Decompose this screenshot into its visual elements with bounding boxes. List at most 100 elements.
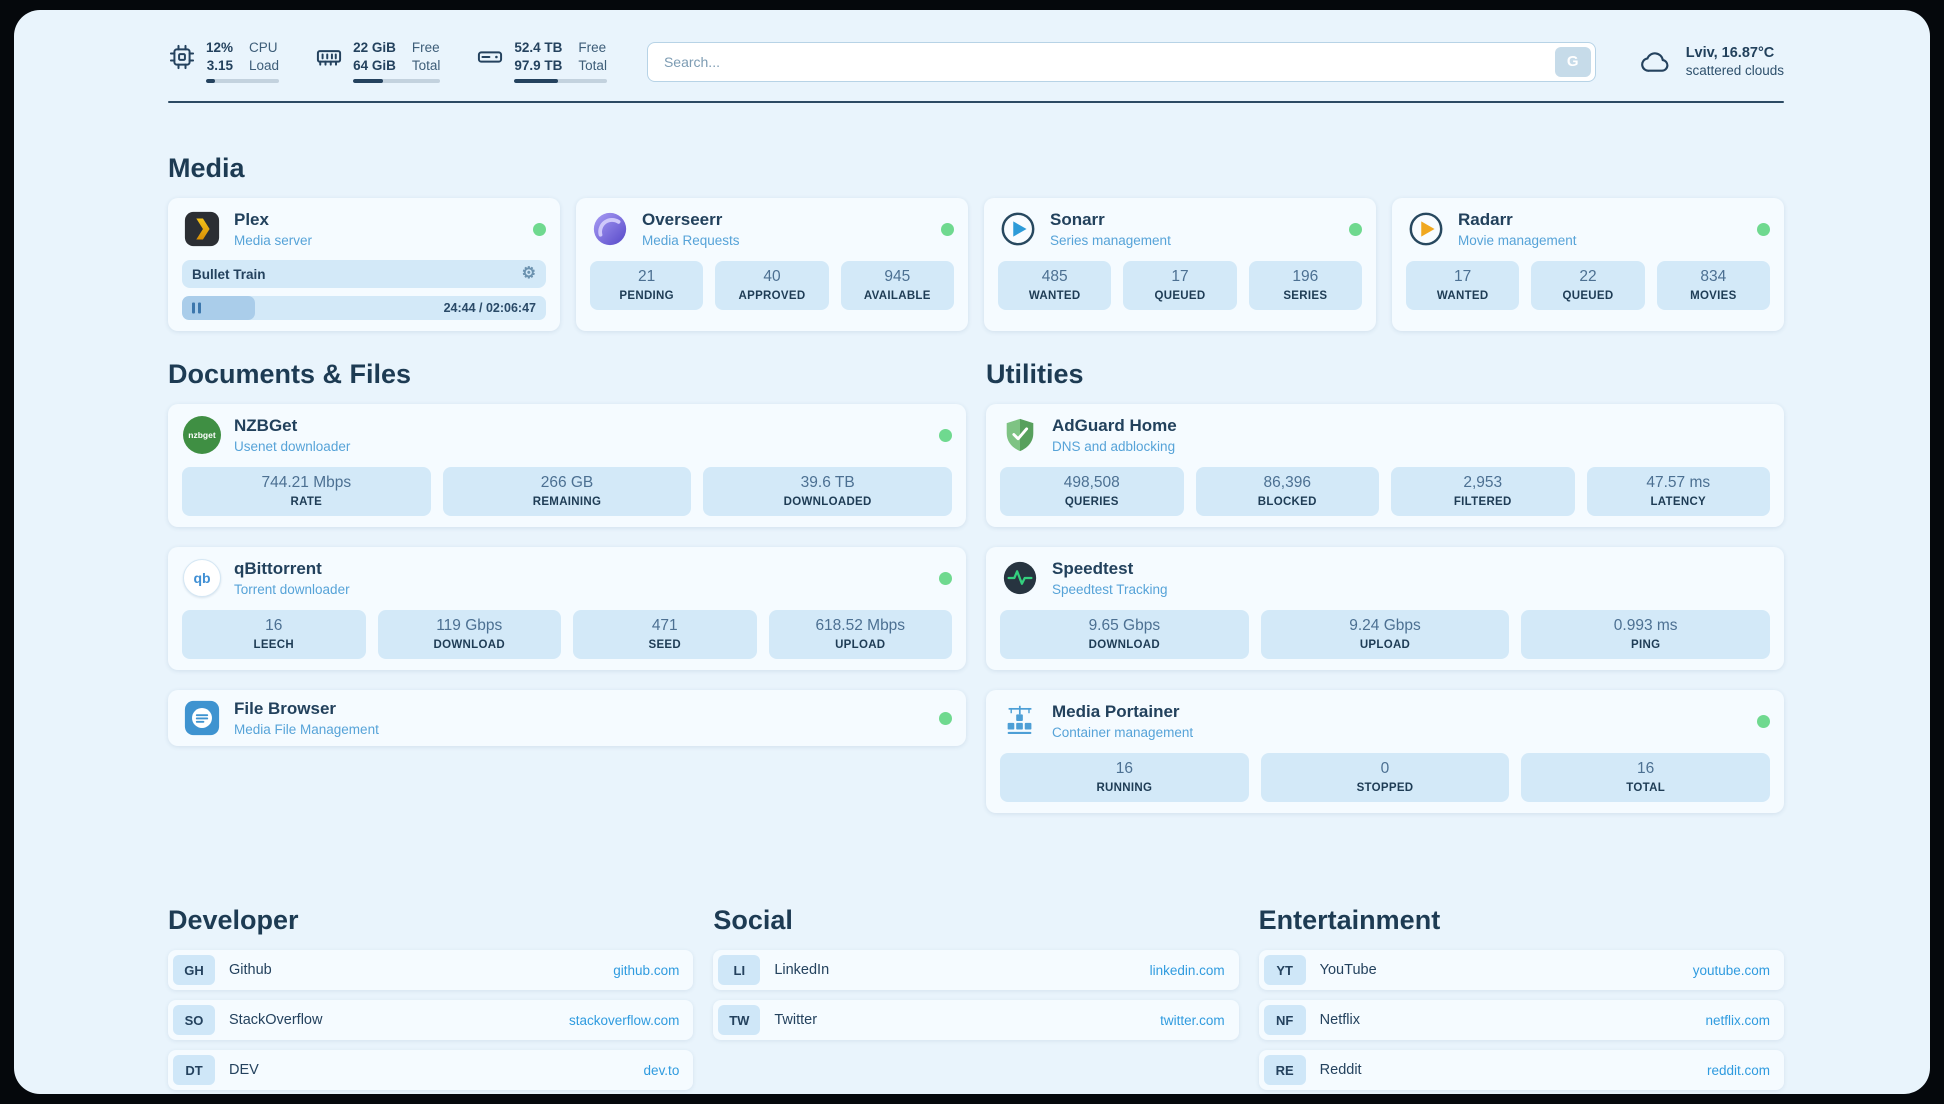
stat-available: 945 AVAILABLE — [840, 261, 954, 310]
status-dot — [941, 222, 954, 236]
filebrowser-card[interactable]: File Browser Media File Management — [168, 690, 966, 746]
qbittorrent-stats: 16 LEECH 119 Gbps DOWNLOAD 471 SEED 618.… — [182, 610, 952, 659]
bookmark-url[interactable]: linkedin.com — [1149, 962, 1225, 978]
gear-icon[interactable]: ⚙ — [521, 265, 536, 282]
overseerr-subtitle: Media Requests — [642, 233, 740, 248]
plex-icon — [182, 209, 222, 249]
cpu-usage-value: 12% — [206, 40, 234, 55]
cpu-usage-bar-fill — [206, 79, 215, 83]
bookmark-dev[interactable]: DT DEV dev.to — [168, 1050, 694, 1090]
bookmark-url[interactable]: stackoverflow.com — [569, 1012, 680, 1028]
system-stats: 12% 3.15 CPU Load — [168, 40, 607, 83]
media-section: Media Plex Media server — [168, 153, 1784, 331]
status-dot — [939, 428, 952, 442]
cpu-load-value: 3.15 — [206, 58, 234, 73]
weather-location: Lviv, 16.87°C — [1685, 45, 1775, 61]
bookmark-name: LinkedIn — [774, 962, 830, 978]
sonarr-card[interactable]: Sonarr Series management 485 WANTED 17 Q… — [984, 198, 1376, 331]
speedtest-card[interactable]: Speedtest Speedtest Tracking 9.65 Gbps D… — [986, 547, 1784, 670]
status-dot — [1757, 222, 1770, 236]
dashboard-panel: 12% 3.15 CPU Load — [14, 10, 1930, 1094]
pause-icon[interactable] — [192, 302, 201, 314]
plex-card[interactable]: Plex Media server Bullet Train ⚙ 24:44 /… — [168, 198, 560, 331]
status-dot — [533, 222, 546, 236]
nzbget-stats: 744.21 Mbps RATE 266 GB REMAINING 39.6 T… — [182, 467, 952, 516]
stat-approved: 40 APPROVED — [715, 261, 829, 310]
nzbget-card[interactable]: nzbget NZBGet Usenet downloader 744.21 M… — [168, 404, 966, 527]
bookmark-name: YouTube — [1319, 962, 1377, 978]
stat-download: 9.65 Gbps DOWNLOAD — [1000, 610, 1249, 659]
radarr-card[interactable]: Radarr Movie management 17 WANTED 22 QUE… — [1392, 198, 1784, 331]
stat-blocked: 86,396 BLOCKED — [1195, 467, 1379, 516]
storage-usage-bar — [514, 79, 607, 83]
playback-time: 24:44 / 02:06:47 — [443, 301, 536, 315]
entertainment-bookmarks: Entertainment YT YouTube youtube.com NF … — [1258, 905, 1784, 1094]
now-playing-title: Bullet Train — [192, 266, 266, 282]
storage-usage-bar-fill — [514, 79, 558, 83]
stat-queued: 22 QUEUED — [1531, 261, 1645, 310]
utilities-section: Utilities AdGuard Home DNS and — [986, 359, 1784, 833]
search-engine-button[interactable]: G — [1554, 46, 1591, 77]
bookmark-twitter[interactable]: TW Twitter twitter.com — [713, 1000, 1239, 1040]
portainer-card[interactable]: Media Portainer Container management 16 … — [986, 690, 1784, 813]
bookmark-url[interactable]: twitter.com — [1160, 1012, 1225, 1028]
cpu-icon — [168, 43, 196, 71]
dev-abbr-badge: DT — [173, 1055, 215, 1085]
portainer-stats: 16 RUNNING 0 STOPPED 16 TOTAL — [1000, 753, 1770, 802]
bookmark-url[interactable]: reddit.com — [1706, 1062, 1770, 1078]
bookmark-github[interactable]: GH Github github.com — [168, 950, 694, 990]
bookmark-netflix[interactable]: NF Netflix netflix.com — [1258, 1000, 1784, 1040]
weather-condition: scattered clouds — [1685, 63, 1784, 78]
overseerr-card[interactable]: Overseerr Media Requests 21 PENDING 40 A… — [576, 198, 968, 331]
radarr-subtitle: Movie management — [1458, 233, 1577, 248]
stat-rate: 744.21 Mbps RATE — [182, 467, 431, 516]
stat-seed: 471 SEED — [573, 610, 757, 659]
memory-total-value: 64 GiB — [353, 58, 396, 73]
bookmark-url[interactable]: github.com — [613, 962, 680, 978]
stat-queued: 17 QUEUED — [1123, 261, 1237, 310]
stat-leech: 16 LEECH — [182, 610, 366, 659]
sonarr-stats: 485 WANTED 17 QUEUED 196 SERIES — [998, 261, 1362, 310]
bookmark-youtube[interactable]: YT YouTube youtube.com — [1258, 950, 1784, 990]
disk-icon — [476, 43, 504, 71]
bookmark-name: StackOverflow — [229, 1012, 323, 1028]
social-bookmarks: Social LI LinkedIn linkedin.com TW Twitt… — [713, 905, 1239, 1094]
stat-running: 16 RUNNING — [1000, 753, 1249, 802]
storage-total-label: Total — [578, 58, 607, 73]
nzbget-subtitle: Usenet downloader — [234, 439, 351, 454]
bookmark-reddit[interactable]: RE Reddit reddit.com — [1258, 1050, 1784, 1090]
stackoverflow-abbr-badge: SO — [173, 1005, 215, 1035]
stat-wanted: 17 WANTED — [1406, 261, 1520, 310]
playback-progress-bar[interactable]: 24:44 / 02:06:47 — [182, 296, 546, 320]
documents-heading: Documents & Files — [168, 359, 412, 389]
filebrowser-title: File Browser — [234, 699, 337, 718]
search-input[interactable] — [646, 41, 1596, 82]
utilities-heading: Utilities — [986, 359, 1084, 389]
netflix-abbr-badge: NF — [1263, 1005, 1306, 1035]
nzbget-title: NZBGet — [234, 416, 298, 435]
speedtest-icon — [1000, 558, 1040, 598]
plex-title: Plex — [234, 210, 269, 229]
documents-section: Documents & Files nzbget NZBGet Usenet d… — [168, 359, 966, 833]
bookmark-url[interactable]: netflix.com — [1705, 1012, 1770, 1028]
storage-total-value: 97.9 TB — [514, 58, 563, 73]
status-dot — [1757, 714, 1770, 728]
speedtest-subtitle: Speedtest Tracking — [1052, 582, 1168, 597]
bookmark-linkedin[interactable]: LI LinkedIn linkedin.com — [713, 950, 1239, 990]
header-divider — [168, 101, 1784, 103]
qbittorrent-card[interactable]: qb qBittorrent Torrent downloader 16 LEE… — [168, 547, 966, 670]
top-bar: 12% 3.15 CPU Load — [168, 40, 1784, 83]
bookmark-name: Twitter — [774, 1012, 818, 1028]
bookmark-stackoverflow[interactable]: SO StackOverflow stackoverflow.com — [168, 1000, 694, 1040]
speedtest-title: Speedtest — [1052, 559, 1134, 578]
bookmark-url[interactable]: dev.to — [643, 1062, 680, 1078]
nzbget-icon: nzbget — [182, 415, 222, 455]
bookmark-name: DEV — [229, 1062, 259, 1078]
qbittorrent-title: qBittorrent — [234, 559, 322, 578]
bookmark-url[interactable]: youtube.com — [1692, 962, 1770, 978]
radarr-icon — [1406, 209, 1446, 249]
adguard-card[interactable]: AdGuard Home DNS and adblocking 498,508 … — [986, 404, 1784, 527]
developer-heading: Developer — [168, 905, 299, 935]
memory-total-label: Total — [411, 58, 441, 73]
memory-usage-bar-fill — [353, 79, 383, 83]
